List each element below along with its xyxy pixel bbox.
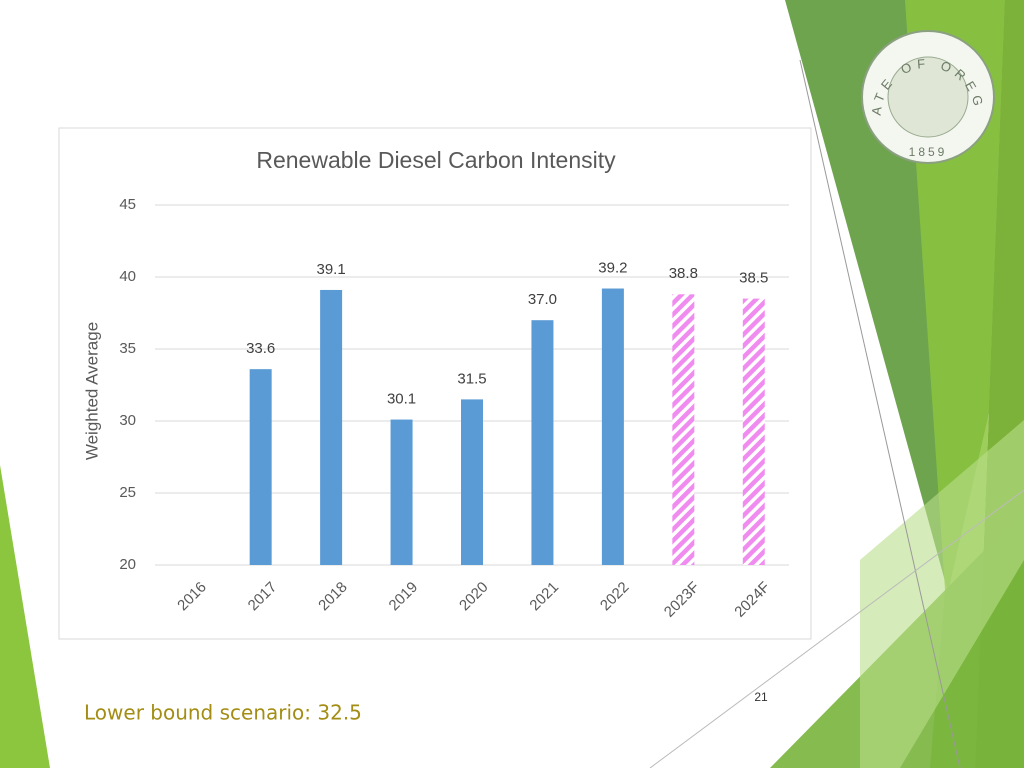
bar: [249, 369, 272, 565]
seal-year: 1859: [909, 145, 948, 159]
value-label: 37.0: [528, 291, 557, 308]
value-label: 39.1: [317, 261, 346, 278]
y-tick-label: 35: [119, 340, 136, 357]
bar: [601, 288, 624, 565]
value-label: 38.5: [739, 270, 768, 287]
bar: [742, 298, 765, 565]
page-number: 21: [754, 690, 768, 704]
y-tick-label: 25: [119, 484, 136, 501]
y-tick-label: 30: [119, 412, 136, 429]
y-tick-label: 45: [119, 196, 136, 213]
scenario-note: Lower bound scenario: 32.5: [84, 701, 362, 725]
bar: [461, 399, 483, 565]
bar: [531, 320, 554, 565]
value-label: 39.2: [598, 259, 627, 276]
value-label: 38.8: [669, 265, 698, 282]
y-tick-label: 20: [119, 556, 136, 573]
bar: [672, 294, 695, 565]
bar: [390, 419, 413, 565]
value-label: 30.1: [387, 391, 416, 408]
y-axis-label: Weighted Average: [82, 322, 101, 460]
bar: [320, 289, 343, 565]
value-label: 31.5: [457, 370, 486, 387]
chart-title: Renewable Diesel Carbon Intensity: [256, 147, 616, 173]
value-label: 33.6: [246, 340, 275, 357]
y-tick-label: 40: [119, 268, 136, 285]
